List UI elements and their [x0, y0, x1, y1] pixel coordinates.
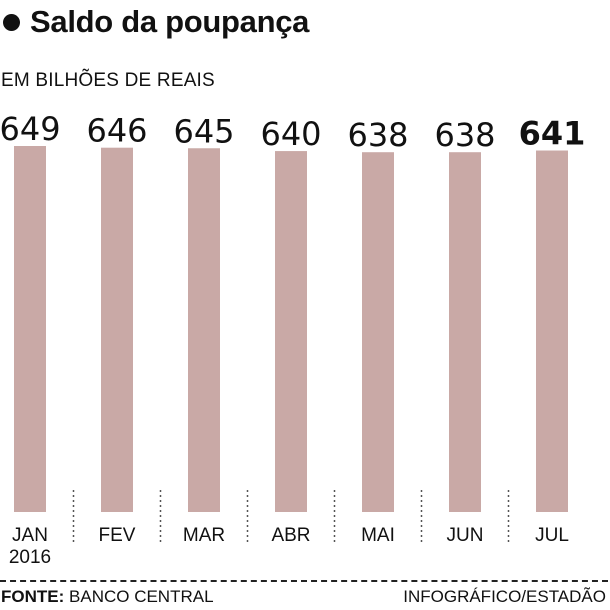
value-label-fev: 646 — [86, 112, 147, 150]
bar-jun — [449, 152, 481, 513]
bar-abr — [275, 151, 307, 512]
title-bullet-icon — [3, 13, 20, 31]
bar-fev — [101, 147, 133, 512]
chart-title: Saldo da poupança — [30, 4, 310, 39]
category-label-mai: MAI — [361, 525, 395, 546]
category-label-mar: MAR — [183, 525, 225, 546]
bar-mai — [362, 152, 394, 513]
footer-source-value: BANCO CENTRAL — [69, 587, 214, 606]
bar-jan — [14, 146, 46, 512]
category-label-jul: JUL — [535, 525, 569, 546]
footer-credit: INFOGRÁFICO/ESTADÃO — [403, 587, 606, 606]
category-label-fev: FEV — [99, 525, 136, 546]
value-label-abr: 640 — [260, 115, 321, 153]
title-row: Saldo da poupança — [0, 2, 309, 42]
category-label-jan: JAN — [12, 525, 48, 546]
footer-source: FONTE: BANCO CENTRAL — [1, 587, 214, 607]
category-label-abr: ABR — [271, 525, 310, 546]
category-label-jun: JUN — [447, 525, 484, 546]
bar-jul — [536, 150, 568, 513]
value-label-jan: 649 — [0, 110, 61, 148]
footer-divider — [0, 580, 608, 582]
value-label-jun: 638 — [434, 116, 495, 154]
chart-subtitle: EM BILHÕES DE REAIS — [1, 70, 215, 91]
bar-mar — [188, 148, 220, 512]
value-label-mar: 645 — [173, 112, 234, 150]
value-label-jul: 641 — [519, 115, 586, 153]
value-label-mai: 638 — [347, 116, 408, 154]
footer-source-label: FONTE: — [1, 587, 65, 606]
category-sublabel-jan: 2016 — [9, 547, 51, 568]
